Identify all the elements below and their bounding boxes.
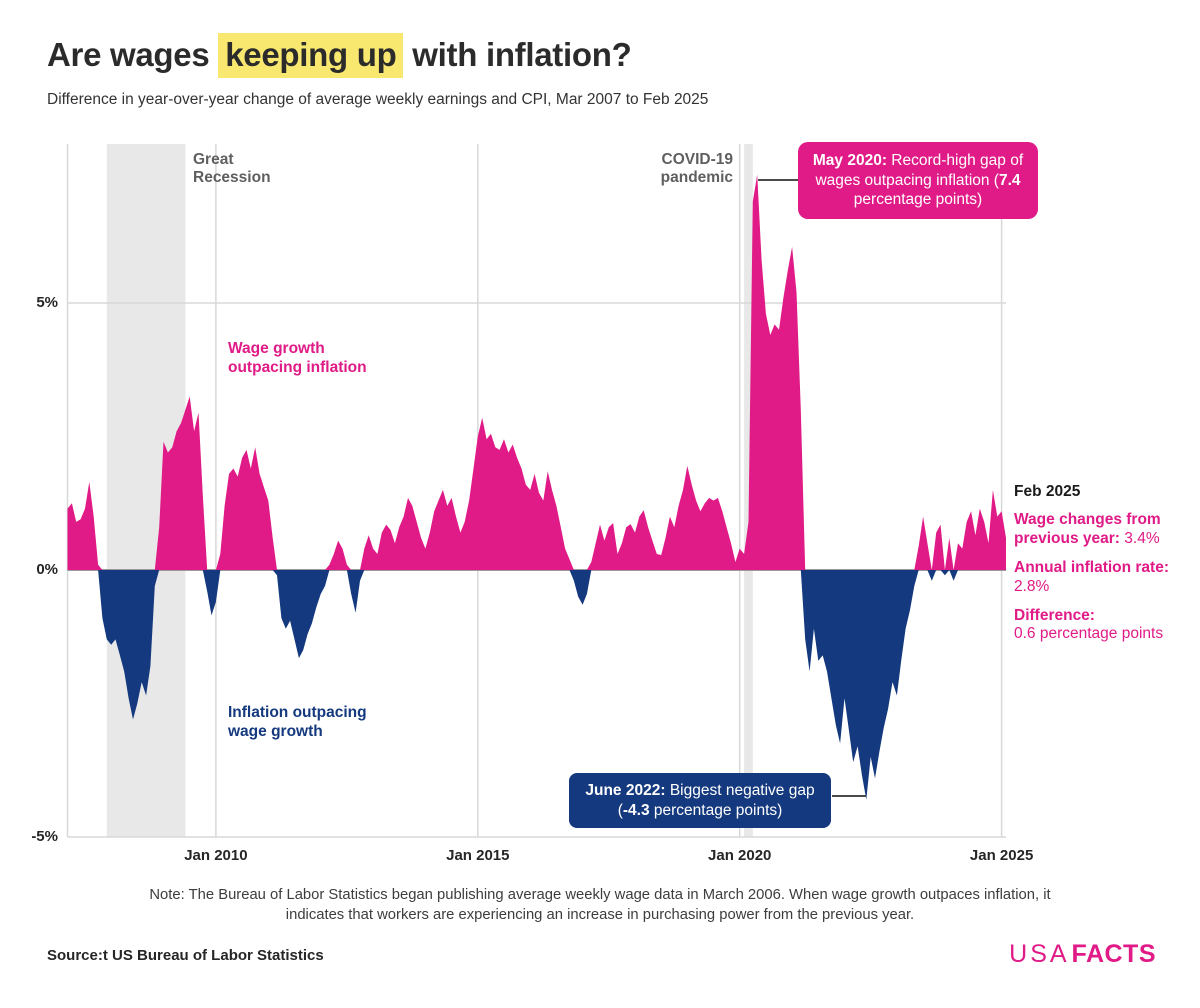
annotation-may-text-a: Record-high gap of wages outpacing infla… xyxy=(815,152,1024,189)
annotation-may-value: 7.4 xyxy=(998,171,1021,189)
annotation-may-text-b: percentage points) xyxy=(853,191,983,209)
panel-inflation-label: Annual inflation rate: xyxy=(1014,558,1169,576)
source-attribution: Source:t US Bureau of Labor Statistics xyxy=(47,947,324,964)
panel-inflation-row: Annual inflation rate: 2.8% xyxy=(1014,559,1192,597)
x-tick-label: Jan 2015 xyxy=(446,847,510,864)
covid-band-label: COVID-19 pandemic xyxy=(660,151,733,187)
annotation-june-text-a: Biggest negative gap ( xyxy=(617,782,815,819)
panel-difference-value: 0.6 percentage points xyxy=(1014,625,1164,643)
panel-wage-label: Wage changes from previous year: xyxy=(1014,510,1161,547)
logo-facts: FACTS xyxy=(1071,940,1156,968)
x-tick-label: Jan 2025 xyxy=(969,847,1034,864)
panel-difference-label: Difference: xyxy=(1014,606,1095,624)
y-tick-label: -5% xyxy=(31,828,58,845)
panel-inflation-value: 2.8% xyxy=(1014,577,1050,595)
annotation-may-date: May 2020: xyxy=(812,152,887,169)
negative-area xyxy=(67,570,1006,800)
panel-difference-row: Difference: 0.6 percentage points xyxy=(1014,607,1192,645)
page-title: Are wages keeping up with inflation? xyxy=(47,33,632,78)
chart-subtitle: Difference in year-over-year change of a… xyxy=(47,91,709,108)
recession-band-label: Great Recession xyxy=(193,151,271,187)
usafacts-logo: USAFACTS xyxy=(1009,940,1156,969)
annotation-may-2020: May 2020: Record-high gap of wages outpa… xyxy=(798,142,1038,219)
annotation-june-text-b: percentage points) xyxy=(649,801,783,819)
annotation-june-2022: June 2022: Biggest negative gap (-4.3 pe… xyxy=(569,773,831,829)
positive-series-label: Wage growth outpacing inflation xyxy=(228,340,367,376)
title-highlight: keeping up xyxy=(218,33,404,78)
panel-heading: Feb 2025 xyxy=(1014,483,1081,500)
y-tick-label: 0% xyxy=(36,561,58,578)
title-text-post: with inflation? xyxy=(403,36,632,73)
event-band-1 xyxy=(744,144,753,837)
negative-series-label: Inflation outpacing wage growth xyxy=(228,704,367,740)
positive-area xyxy=(67,174,1006,571)
x-tick-label: Jan 2010 xyxy=(184,847,248,864)
logo-usa: USA xyxy=(1009,940,1070,968)
panel-wage-value: 3.4% xyxy=(1119,529,1160,547)
y-tick-label: 5% xyxy=(36,294,58,311)
title-text-pre: Are wages xyxy=(47,36,219,73)
latest-value-panel: Feb 2025 Wage changes from previous year… xyxy=(1014,483,1192,654)
annotation-june-date: June 2022: xyxy=(585,782,666,799)
annotation-june-value: -4.3 xyxy=(622,801,650,819)
x-tick-label: Jan 2020 xyxy=(708,847,772,864)
panel-wage-row: Wage changes from previous year: 3.4% xyxy=(1014,511,1192,549)
footnote: Note: The Bureau of Labor Statistics beg… xyxy=(149,887,1051,924)
